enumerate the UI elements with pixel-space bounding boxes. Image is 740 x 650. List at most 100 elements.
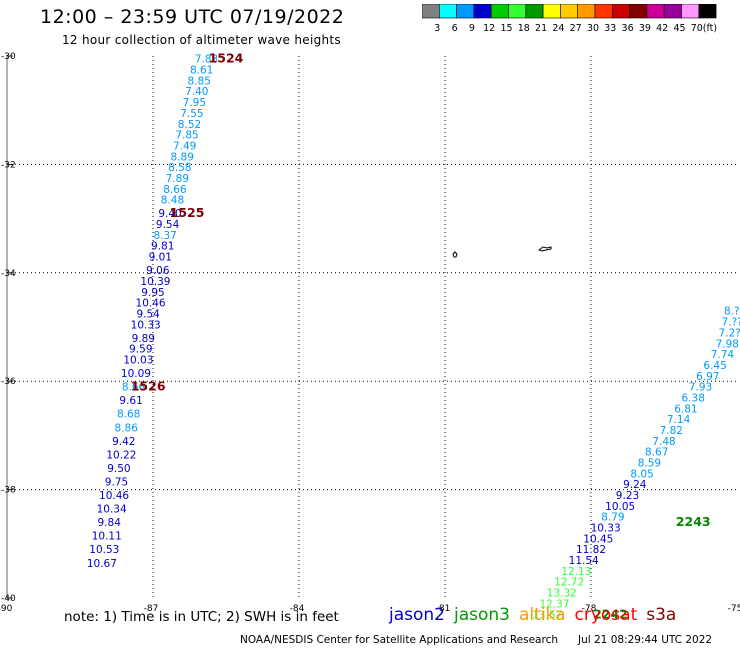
wave-height-label: 10.09 [121,368,151,380]
wave-height-label: 7.74 [711,349,735,361]
legend-label: 30 [587,23,599,34]
island-outline [452,251,458,258]
wave-height-label: 13.32 [547,588,577,600]
wave-height-label: 9.01 [149,252,172,264]
wave-height-label: 10.46 [136,298,166,310]
lat-tick-label: -40 [1,594,16,604]
lat-tick-label: -32 [1,160,16,170]
pass-time-label: 2243 [676,514,711,529]
wave-height-label: 8.66 [163,184,187,196]
pass-time-label: 1525 [170,205,205,220]
satellite-jason2: jason2 [389,605,445,625]
wave-height-label: 6.45 [703,360,726,372]
wave-height-label: 9.40 [158,208,181,220]
wave-height-label: 10.33 [131,319,161,331]
lon-tick-label: -81 [436,604,451,614]
wave-height-label: 7.2? [719,327,740,339]
wave-height-label: 8.66 [122,382,146,394]
satellite-jason3: jason3 [454,605,510,625]
wave-height-label: 10.34 [97,504,127,516]
legend-label: 9 [469,23,475,34]
wave-height-label: 12.37 [539,598,569,610]
wave-height-label: 7.83 [195,54,218,66]
wave-height-label: 11.54 [569,555,599,567]
wave-height-label: 10.05 [605,501,635,513]
generated-time: Jul 21 08:29:44 UTC 2022 [578,634,713,646]
wave-height-label: 8.89 [171,151,194,163]
lon-tick-label: -90 [0,604,13,614]
map-subtitle: 12 hour collection of altimeter wave hei… [62,33,341,47]
legend-label: 6 [452,23,458,34]
wave-height-label: 7.49 [173,140,196,152]
wave-height-label: 8.67 [645,447,668,459]
lon-tick-label: -84 [290,604,305,614]
wave-height-label: 8.48 [161,195,184,207]
wave-height-label: 9.54 [136,308,160,320]
wave-height-label: 8.59 [638,458,661,470]
legend-label: 12 [483,23,495,34]
wave-height-label: 7.93 [689,382,712,394]
wave-height-label: 9.54 [156,219,180,231]
wave-height-label: 13.57 [532,609,562,621]
wave-height-label: 9.95 [141,287,164,299]
satellite-legend: jason2 jason3 altika cryosat s3a [389,605,685,625]
wave-height-label: 9.61 [119,395,142,407]
wave-height-label: 8.79 [601,512,624,524]
wave-height-label: 10.46 [99,490,129,502]
wave-height-label: 7.85 [175,130,198,142]
lat-tick-label: -36 [1,377,16,387]
legend-label: 70 [691,23,703,34]
lon-tick-label: -75 [728,604,740,614]
legend-label: 45 [673,23,685,34]
wave-height-label: 7.55 [180,108,203,120]
pass-time-label: 1526 [131,379,166,394]
wave-height-label: 7.?? [722,317,740,329]
island-outlines [452,246,552,258]
wave-height-label: 10.45 [583,533,613,545]
altimeter-track: 7.838.618.857.407.957.558.527.857.498.89… [87,51,244,570]
wave-height-label: 10.67 [87,558,117,570]
wave-height-label: 12.13 [561,566,591,578]
lat-tick-label: -30 [1,52,16,62]
legend-label: 33 [604,23,616,34]
wave-height-label: 10.11 [92,531,122,543]
wave-height-label: 9.81 [151,241,174,253]
pass-time-label: 2242 [593,606,628,621]
note-text: note: 1) Time is in UTC; 2) SWH is in fe… [64,609,339,625]
footnote: note: 1) Time is in UTC; 2) SWH is in fe… [64,609,339,625]
legend-label: 42 [656,23,668,34]
pass-time-label: 1524 [209,51,244,66]
axis-ticks: -30 -32 -34 -36 -38 -40-90 -87 -84 -81 -78 -75 [0,52,740,614]
altimeter-track: 8.??7.??7.2?7.987.746.456.977.936.386.81… [532,306,740,622]
wave-height-label: 6.38 [682,392,705,404]
wave-height-label: 9.75 [105,476,128,488]
legend-label: 39 [639,23,651,34]
map-title: 12:00 – 23:59 UTC 07/19/2022 [40,6,345,28]
legend-label: 24 [552,23,564,34]
wave-height-label: 8.52 [178,119,201,131]
wave-height-label: 9.59 [129,344,152,356]
wave-height-label: 8.86 [115,422,139,434]
satellite-cryosat: cryosat [574,605,638,625]
map-grid [7,56,737,598]
wave-height-label: 8.61 [190,65,213,77]
wave-height-label: 8.58 [168,162,191,174]
wave-height-label: 9.50 [107,463,130,475]
wave-height-label: 9.89 [132,333,155,345]
lat-tick-label: -34 [1,269,16,279]
wave-height-label: 7.14 [667,414,691,426]
wave-height-label: 6.81 [674,403,697,415]
wave-height-label: 8.05 [630,468,653,480]
legend-label: 15 [500,23,512,34]
lon-tick-label: -87 [144,604,159,614]
legend-label: 21 [535,23,547,34]
wave-height-label: 7.48 [652,436,675,448]
wave-height-label: 9.24 [623,479,647,491]
legend-label: 18 [518,23,530,34]
lon-tick-label: -78 [582,604,597,614]
wave-height-label: 11.82 [576,544,606,556]
wave-height-label: 7.40 [185,86,208,98]
legend-label: 27 [570,23,582,34]
satellite-altika: altika [519,605,566,625]
